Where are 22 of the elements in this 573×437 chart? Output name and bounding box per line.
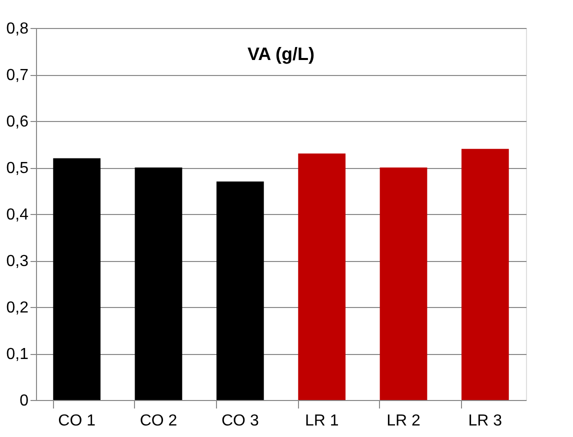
x-tick-label: LR 1: [304, 412, 339, 430]
y-tick-label: 0,3: [6, 253, 29, 270]
text: VA (g/L): [248, 44, 314, 64]
bar: [53, 158, 101, 400]
y-tick-label: 0,5: [6, 160, 29, 177]
bar: [298, 154, 346, 400]
x-tick-label: CO 3: [221, 412, 259, 430]
y-tick-label: 0,8: [6, 20, 29, 38]
y-tick-label: 0,2: [6, 300, 29, 316]
bar: [134, 168, 182, 400]
x-tick-label: LR 2: [386, 412, 420, 430]
bar: [380, 168, 428, 400]
y-tick-label: 0: [20, 392, 29, 410]
bar: [461, 148, 509, 400]
y-tick-label: 0,6: [6, 114, 29, 130]
x-tick-label: CO 1: [58, 412, 96, 430]
y-tick-label: 0,1: [6, 346, 29, 363]
y-tick-label: 0,7: [6, 67, 29, 84]
x-tick-label: CO 2: [140, 412, 178, 430]
bar: [216, 181, 264, 400]
y-tick-label: 0,4: [6, 206, 29, 224]
x-tick-label: LR 3: [468, 412, 502, 430]
